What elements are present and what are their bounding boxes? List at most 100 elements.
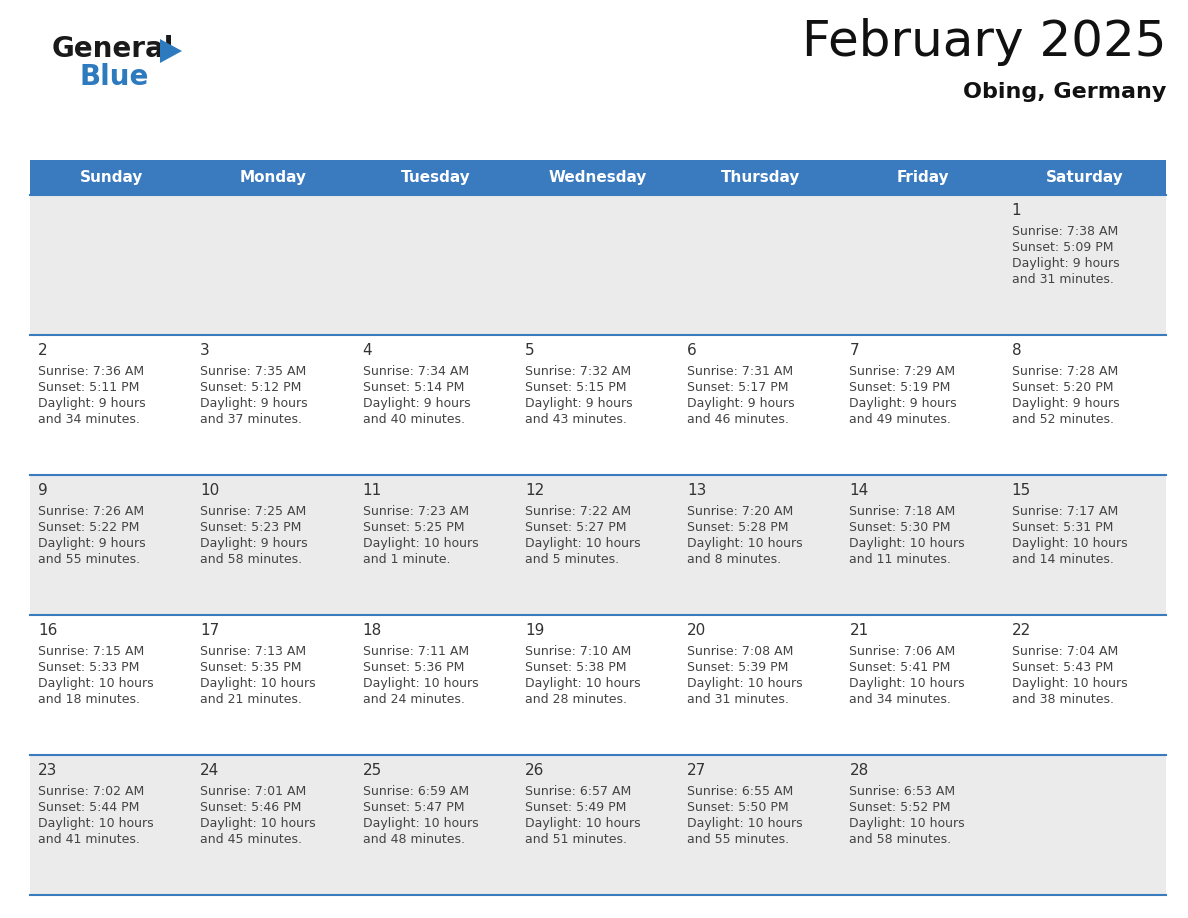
Text: Daylight: 9 hours: Daylight: 9 hours xyxy=(201,537,308,550)
Text: Daylight: 10 hours: Daylight: 10 hours xyxy=(525,677,640,690)
Bar xyxy=(30,195,1165,335)
Text: 15: 15 xyxy=(1012,483,1031,498)
Text: and 38 minutes.: and 38 minutes. xyxy=(1012,693,1113,706)
Text: Sunset: 5:41 PM: Sunset: 5:41 PM xyxy=(849,661,950,674)
Text: and 34 minutes.: and 34 minutes. xyxy=(849,693,952,706)
Text: Daylight: 9 hours: Daylight: 9 hours xyxy=(687,397,795,410)
Text: Sunset: 5:30 PM: Sunset: 5:30 PM xyxy=(849,521,950,534)
Text: Daylight: 10 hours: Daylight: 10 hours xyxy=(849,817,965,830)
Text: 27: 27 xyxy=(687,763,707,778)
Text: Sunset: 5:17 PM: Sunset: 5:17 PM xyxy=(687,381,789,394)
Text: 26: 26 xyxy=(525,763,544,778)
Text: and 40 minutes.: and 40 minutes. xyxy=(362,413,465,426)
Text: Sunrise: 7:02 AM: Sunrise: 7:02 AM xyxy=(38,785,144,798)
Text: Sunrise: 7:26 AM: Sunrise: 7:26 AM xyxy=(38,505,144,518)
Text: and 52 minutes.: and 52 minutes. xyxy=(1012,413,1113,426)
Bar xyxy=(30,615,1165,755)
Text: Wednesday: Wednesday xyxy=(549,170,647,185)
Text: Daylight: 10 hours: Daylight: 10 hours xyxy=(525,537,640,550)
Text: Sunset: 5:14 PM: Sunset: 5:14 PM xyxy=(362,381,465,394)
Text: Sunset: 5:28 PM: Sunset: 5:28 PM xyxy=(687,521,789,534)
Text: Sunset: 5:23 PM: Sunset: 5:23 PM xyxy=(201,521,302,534)
Text: Daylight: 10 hours: Daylight: 10 hours xyxy=(201,677,316,690)
Text: Daylight: 10 hours: Daylight: 10 hours xyxy=(849,677,965,690)
Text: Daylight: 9 hours: Daylight: 9 hours xyxy=(362,397,470,410)
Text: Sunrise: 7:13 AM: Sunrise: 7:13 AM xyxy=(201,645,307,658)
Text: Sunset: 5:31 PM: Sunset: 5:31 PM xyxy=(1012,521,1113,534)
Text: and 18 minutes.: and 18 minutes. xyxy=(38,693,140,706)
Text: Sunset: 5:36 PM: Sunset: 5:36 PM xyxy=(362,661,465,674)
Text: Sunrise: 7:34 AM: Sunrise: 7:34 AM xyxy=(362,365,469,378)
Text: Daylight: 10 hours: Daylight: 10 hours xyxy=(362,817,479,830)
Text: 1: 1 xyxy=(1012,203,1022,218)
Text: Sunrise: 7:23 AM: Sunrise: 7:23 AM xyxy=(362,505,469,518)
Text: and 37 minutes.: and 37 minutes. xyxy=(201,413,302,426)
Text: 8: 8 xyxy=(1012,343,1022,358)
Text: Daylight: 10 hours: Daylight: 10 hours xyxy=(1012,677,1127,690)
Text: 25: 25 xyxy=(362,763,381,778)
Text: Daylight: 10 hours: Daylight: 10 hours xyxy=(362,677,479,690)
Text: and 8 minutes.: and 8 minutes. xyxy=(687,553,782,566)
Text: Sunrise: 7:25 AM: Sunrise: 7:25 AM xyxy=(201,505,307,518)
Text: Saturday: Saturday xyxy=(1045,170,1124,185)
Text: Sunrise: 7:28 AM: Sunrise: 7:28 AM xyxy=(1012,365,1118,378)
Text: Daylight: 10 hours: Daylight: 10 hours xyxy=(687,537,803,550)
Text: Sunrise: 6:57 AM: Sunrise: 6:57 AM xyxy=(525,785,631,798)
Text: 18: 18 xyxy=(362,623,381,638)
Text: Sunset: 5:33 PM: Sunset: 5:33 PM xyxy=(38,661,139,674)
Text: Daylight: 9 hours: Daylight: 9 hours xyxy=(525,397,632,410)
Text: and 55 minutes.: and 55 minutes. xyxy=(38,553,140,566)
Text: Sunset: 5:19 PM: Sunset: 5:19 PM xyxy=(849,381,950,394)
Text: and 24 minutes.: and 24 minutes. xyxy=(362,693,465,706)
Text: Sunset: 5:43 PM: Sunset: 5:43 PM xyxy=(1012,661,1113,674)
Text: and 21 minutes.: and 21 minutes. xyxy=(201,693,302,706)
Text: Sunset: 5:49 PM: Sunset: 5:49 PM xyxy=(525,801,626,814)
Text: 19: 19 xyxy=(525,623,544,638)
Text: and 28 minutes.: and 28 minutes. xyxy=(525,693,627,706)
Text: Sunset: 5:44 PM: Sunset: 5:44 PM xyxy=(38,801,139,814)
Text: 28: 28 xyxy=(849,763,868,778)
Text: Sunrise: 7:08 AM: Sunrise: 7:08 AM xyxy=(687,645,794,658)
Text: 21: 21 xyxy=(849,623,868,638)
Text: Friday: Friday xyxy=(896,170,949,185)
Bar xyxy=(30,160,1165,195)
Text: Daylight: 9 hours: Daylight: 9 hours xyxy=(1012,257,1119,270)
Bar xyxy=(30,475,1165,615)
Text: Sunrise: 7:20 AM: Sunrise: 7:20 AM xyxy=(687,505,794,518)
Text: Sunrise: 7:15 AM: Sunrise: 7:15 AM xyxy=(38,645,144,658)
Text: and 49 minutes.: and 49 minutes. xyxy=(849,413,952,426)
Text: Daylight: 10 hours: Daylight: 10 hours xyxy=(687,817,803,830)
Text: Sunrise: 7:06 AM: Sunrise: 7:06 AM xyxy=(849,645,955,658)
Text: 23: 23 xyxy=(38,763,57,778)
Text: and 58 minutes.: and 58 minutes. xyxy=(201,553,303,566)
Text: Blue: Blue xyxy=(80,63,150,91)
Text: Sunset: 5:50 PM: Sunset: 5:50 PM xyxy=(687,801,789,814)
Text: Daylight: 10 hours: Daylight: 10 hours xyxy=(201,817,316,830)
Text: Sunrise: 7:17 AM: Sunrise: 7:17 AM xyxy=(1012,505,1118,518)
Text: Sunrise: 7:36 AM: Sunrise: 7:36 AM xyxy=(38,365,144,378)
Text: Sunrise: 6:55 AM: Sunrise: 6:55 AM xyxy=(687,785,794,798)
Text: Sunrise: 6:53 AM: Sunrise: 6:53 AM xyxy=(849,785,955,798)
Text: 2: 2 xyxy=(38,343,48,358)
Text: and 34 minutes.: and 34 minutes. xyxy=(38,413,140,426)
Text: 16: 16 xyxy=(38,623,57,638)
Text: 11: 11 xyxy=(362,483,381,498)
Text: and 31 minutes.: and 31 minutes. xyxy=(1012,273,1113,286)
Text: Sunset: 5:38 PM: Sunset: 5:38 PM xyxy=(525,661,626,674)
Text: Daylight: 9 hours: Daylight: 9 hours xyxy=(201,397,308,410)
Text: 5: 5 xyxy=(525,343,535,358)
Text: Daylight: 10 hours: Daylight: 10 hours xyxy=(38,677,153,690)
Text: Daylight: 10 hours: Daylight: 10 hours xyxy=(849,537,965,550)
Text: Daylight: 9 hours: Daylight: 9 hours xyxy=(38,397,146,410)
Text: Sunday: Sunday xyxy=(80,170,143,185)
Bar xyxy=(30,335,1165,475)
Text: 12: 12 xyxy=(525,483,544,498)
Text: February 2025: February 2025 xyxy=(802,18,1165,66)
Text: Sunset: 5:20 PM: Sunset: 5:20 PM xyxy=(1012,381,1113,394)
Text: Daylight: 10 hours: Daylight: 10 hours xyxy=(1012,537,1127,550)
Text: Sunrise: 7:38 AM: Sunrise: 7:38 AM xyxy=(1012,225,1118,238)
Text: Sunset: 5:47 PM: Sunset: 5:47 PM xyxy=(362,801,465,814)
Text: and 51 minutes.: and 51 minutes. xyxy=(525,833,627,846)
Text: 17: 17 xyxy=(201,623,220,638)
Text: and 14 minutes.: and 14 minutes. xyxy=(1012,553,1113,566)
